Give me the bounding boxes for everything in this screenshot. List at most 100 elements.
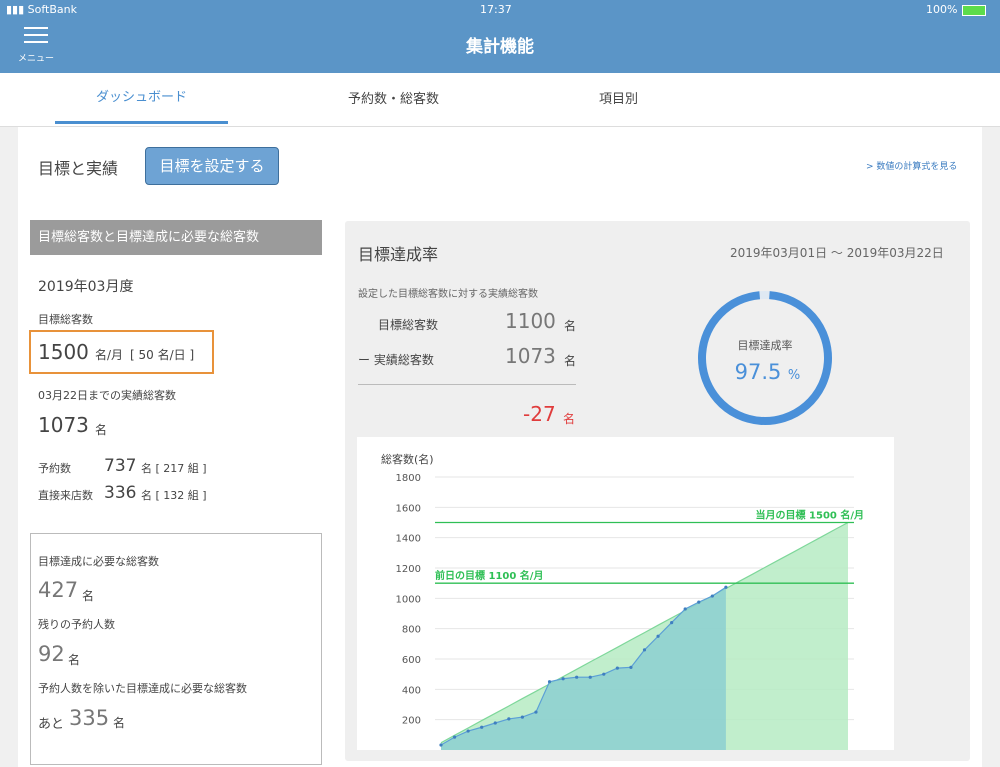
rate-subtitle: 設定した目標総客数に対する実績総客数 [358, 289, 538, 300]
y-tick-label: 600 [402, 655, 421, 666]
tab-underline [55, 121, 228, 124]
rate-unit: % [788, 368, 800, 383]
rate-title: 目標達成率 [358, 245, 439, 264]
top-bar [0, 0, 1000, 73]
set-goal-button[interactable]: 目標を設定する [145, 147, 279, 185]
row-value: 737 [104, 456, 137, 476]
target-daily: [ 50 名/日 ] [130, 348, 195, 362]
cmp-unit: 名 [564, 354, 577, 368]
y-tick-label: 200 [402, 716, 421, 727]
point [670, 621, 674, 625]
battery: 100% [926, 3, 958, 16]
y-tick-label: 1400 [396, 534, 421, 545]
box-label: 目標達成に必要な総客数 [38, 555, 159, 568]
menu-label[interactable]: メニュー [18, 54, 55, 64]
point [547, 680, 552, 684]
point [493, 721, 497, 725]
area [441, 587, 726, 750]
y-tick-label: 1000 [396, 594, 421, 605]
row-label: 予約数 [38, 462, 71, 475]
actual-value: 1073 [38, 413, 89, 437]
point [588, 675, 592, 679]
donut-arc [698, 291, 832, 425]
difference-unit: 名 [563, 412, 576, 426]
y-tick-label: 400 [402, 685, 421, 696]
box-value: 335 [69, 706, 110, 730]
point [520, 715, 524, 719]
box-label: 予約人数を除いた目標達成に必要な総客数 [38, 682, 247, 695]
tab-bar [0, 73, 1000, 127]
y-tick-label: 1200 [396, 564, 421, 575]
box-label: 残りの予約人数 [38, 618, 115, 631]
actual-unit: 名 [95, 423, 108, 437]
y-tick-label: 1600 [396, 503, 421, 514]
cmp-value: 1073 [505, 344, 556, 368]
formula-link[interactable]: > 数値の計算式を見る [866, 162, 958, 172]
tab[interactable]: 項目別 [598, 92, 638, 107]
reference-label: 前日の目標 1100 名/月 [435, 569, 543, 582]
line [440, 586, 727, 746]
date-range: 2019年03月01日 〜 2019年03月22日 [730, 246, 944, 260]
tab[interactable]: 予約数・総客数 [347, 92, 439, 107]
donut: 目標達成率 97.5 % [698, 291, 832, 425]
point [575, 675, 579, 679]
point [439, 743, 443, 747]
cmp-label: 目標総客数 [378, 318, 439, 332]
y-axis-label: 総客数(名) [381, 452, 434, 466]
carrier: ▮▮▮ SoftBank [6, 3, 77, 16]
period: 2019年03月度 [38, 279, 134, 295]
chart: 総客数(名) 200 400 600 800 1000 1200 1400 1600 1800 前… [357, 437, 894, 750]
box-prefix: あと [38, 717, 65, 732]
point [629, 665, 633, 669]
time: 17:37 [480, 3, 512, 16]
point [724, 585, 728, 589]
panel-heading: 目標総客数と目標達成に必要な総客数 [30, 220, 322, 255]
point [561, 677, 565, 681]
point [480, 725, 484, 729]
highlight-box [29, 330, 214, 374]
box-value: 427 [38, 578, 79, 602]
rate-label: 目標達成率 [738, 338, 793, 352]
cmp-unit: 名 [564, 319, 577, 333]
line [440, 521, 849, 744]
rate-value: 97.5 [735, 360, 782, 384]
box-value: 92 [38, 642, 65, 666]
header-title: 集計機能 [466, 37, 534, 57]
cmp-label: ー 実績総客数 [358, 353, 434, 367]
point [615, 666, 619, 670]
target-unit: 名/月 [95, 348, 124, 362]
point [697, 600, 701, 604]
row-value: 336 [104, 483, 137, 503]
row-unit: 名 [ 132 組 ] [141, 489, 207, 502]
point [710, 594, 714, 598]
box-unit: 名 [68, 653, 81, 667]
point [683, 607, 687, 611]
tab[interactable]: ダッシュボード [95, 90, 187, 105]
row-label: 直接来店数 [38, 489, 93, 502]
menu-icon[interactable] [24, 27, 48, 29]
point [602, 672, 606, 676]
point [642, 648, 647, 652]
point [534, 710, 538, 714]
section-title: 目標と実績 [38, 159, 119, 178]
point [507, 717, 511, 721]
reference-label: 当月の目標 1500 名/月 [756, 509, 864, 522]
divider [358, 384, 576, 385]
area [441, 522, 848, 750]
difference: -27 [523, 402, 556, 426]
y-tick-label: 800 [402, 625, 421, 636]
target-label: 目標総客数 [38, 313, 93, 326]
point [466, 729, 470, 733]
target-value: 1500 [38, 340, 89, 364]
point [452, 735, 457, 739]
battery-icon [962, 5, 986, 16]
box-unit: 名 [113, 716, 126, 730]
point [656, 634, 660, 638]
row-unit: 名 [ 217 組 ] [141, 462, 207, 475]
cmp-value: 1100 [505, 309, 556, 333]
carrier-text: SoftBank [27, 3, 77, 16]
box-unit: 名 [82, 589, 95, 603]
y-tick-label: 1800 [396, 473, 421, 484]
actual-label: 03月22日までの実績総客数 [38, 389, 176, 402]
